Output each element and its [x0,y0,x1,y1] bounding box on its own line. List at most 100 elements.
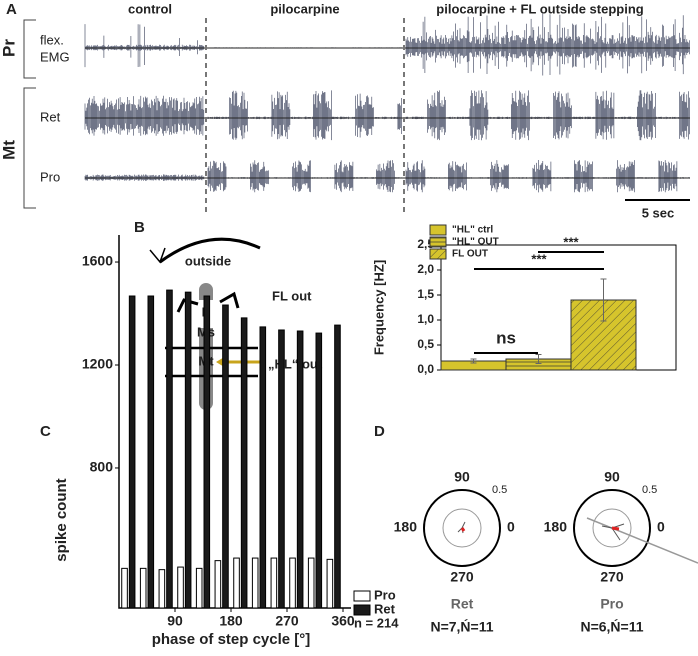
diagram-label: outside [185,253,231,268]
bar [139,567,147,609]
scale-label: 5 sec [642,205,675,220]
panel-d: 90 180 0 270 0.5 Ret N=7,Ń=11 90 180 0 270 0.5 Pro N=… [394,469,698,635]
bar [166,289,173,609]
bar [296,330,304,609]
polar-ring [592,508,632,548]
significance-label: *** [531,251,547,266]
condition-label: pilocarpine [270,1,339,16]
x-tick-label: 360 [331,613,355,629]
bar [233,557,240,609]
bar [289,557,296,609]
y-axis-label: spike count [53,478,70,561]
group-label: Pr [0,39,18,57]
bar [270,557,278,609]
legend-swatch [429,248,447,260]
y-tick-label: 1200 [82,356,113,372]
bar [326,558,334,609]
trace [84,160,690,193]
vector [601,525,613,529]
vector [611,527,621,541]
x-tick-label: 270 [275,613,299,629]
legend-swatch [353,604,371,616]
error-bar [535,354,542,364]
y-tick-label: 2,0 [417,262,434,276]
chart-c: 800 1200 1600 90 180 270 360 phase of step cycl… [53,235,399,648]
polar-ring [442,508,482,548]
bar [121,567,128,609]
bar [278,329,285,609]
angle-label: 90 [604,469,620,485]
bar [203,295,211,609]
polar-circle [423,489,501,567]
legend-swatch [429,224,447,236]
radius-label: 0.5 [642,484,657,496]
bar [251,557,259,609]
y-tick-label: 800 [90,459,114,475]
angle-label: 180 [544,519,568,535]
angle-label: 90 [454,469,470,485]
limb [176,291,240,313]
bar [184,291,192,609]
legend-label: "HL" ctrl [452,225,493,236]
y-tick-label: 1600 [82,253,113,269]
bar [147,295,155,609]
channel-label: EMG [40,49,70,64]
bar [315,332,323,609]
error-bar [470,358,477,364]
mean-arrow [460,527,466,532]
bar [222,304,229,609]
bar [158,569,166,609]
diagram-label: FL out [272,288,312,303]
panel-label: D [374,423,385,440]
legend-label: Ret [374,601,396,616]
bar [195,567,203,609]
arc [159,237,261,264]
error-bar [600,278,607,322]
mean-vector [586,517,698,564]
panel-label: B [134,219,145,236]
sample-size: N=7,Ń=11 [430,619,493,635]
plot-name: Ret [451,596,474,612]
legend-label: "HL" OUT [452,237,499,248]
plot-frame [440,244,677,371]
condition-label: pilocarpine + FL outside stepping [436,1,643,16]
vector [461,521,466,529]
y-tick-label: 1,5 [417,287,434,301]
bracket [23,19,36,209]
polar-circle [573,489,651,567]
y-tick-label: 1,0 [417,312,434,326]
y-axis-label: Frequency [HZ] [371,260,386,355]
traces [84,13,690,193]
trace [84,13,690,76]
angle-label: 0 [507,519,515,535]
angle-label: 270 [600,569,624,585]
group-label: Mt [0,140,18,160]
legend-label: Pro [374,587,396,602]
radius-label: 0.5 [492,484,507,496]
significance-label: ns [496,328,516,347]
bar [259,326,267,609]
angle-label: 0 [657,519,665,535]
x-tick-label: 90 [167,613,183,629]
significance-label: *** [563,234,579,249]
note: n = 214 [354,615,399,630]
bar [214,560,222,609]
panel-label: C [40,423,51,440]
legend-label: FL OUT [452,249,488,260]
angle-label: 180 [394,519,418,535]
mean-arrow [611,526,620,531]
x-axis-label: phase of step cycle [°] [152,631,311,648]
panel-a: A control pilocarpine pilocarpine + FL o… [0,1,690,220]
y-tick-label: 0,5 [417,337,434,351]
sample-size: N=6,Ń=11 [580,619,643,635]
channel-label: Ret [40,109,61,124]
trace [84,90,690,141]
panel-label: A [6,1,17,18]
channel-label: Pro [40,169,60,184]
legend-swatch [353,590,371,602]
bar [307,557,315,609]
bar [334,324,341,609]
